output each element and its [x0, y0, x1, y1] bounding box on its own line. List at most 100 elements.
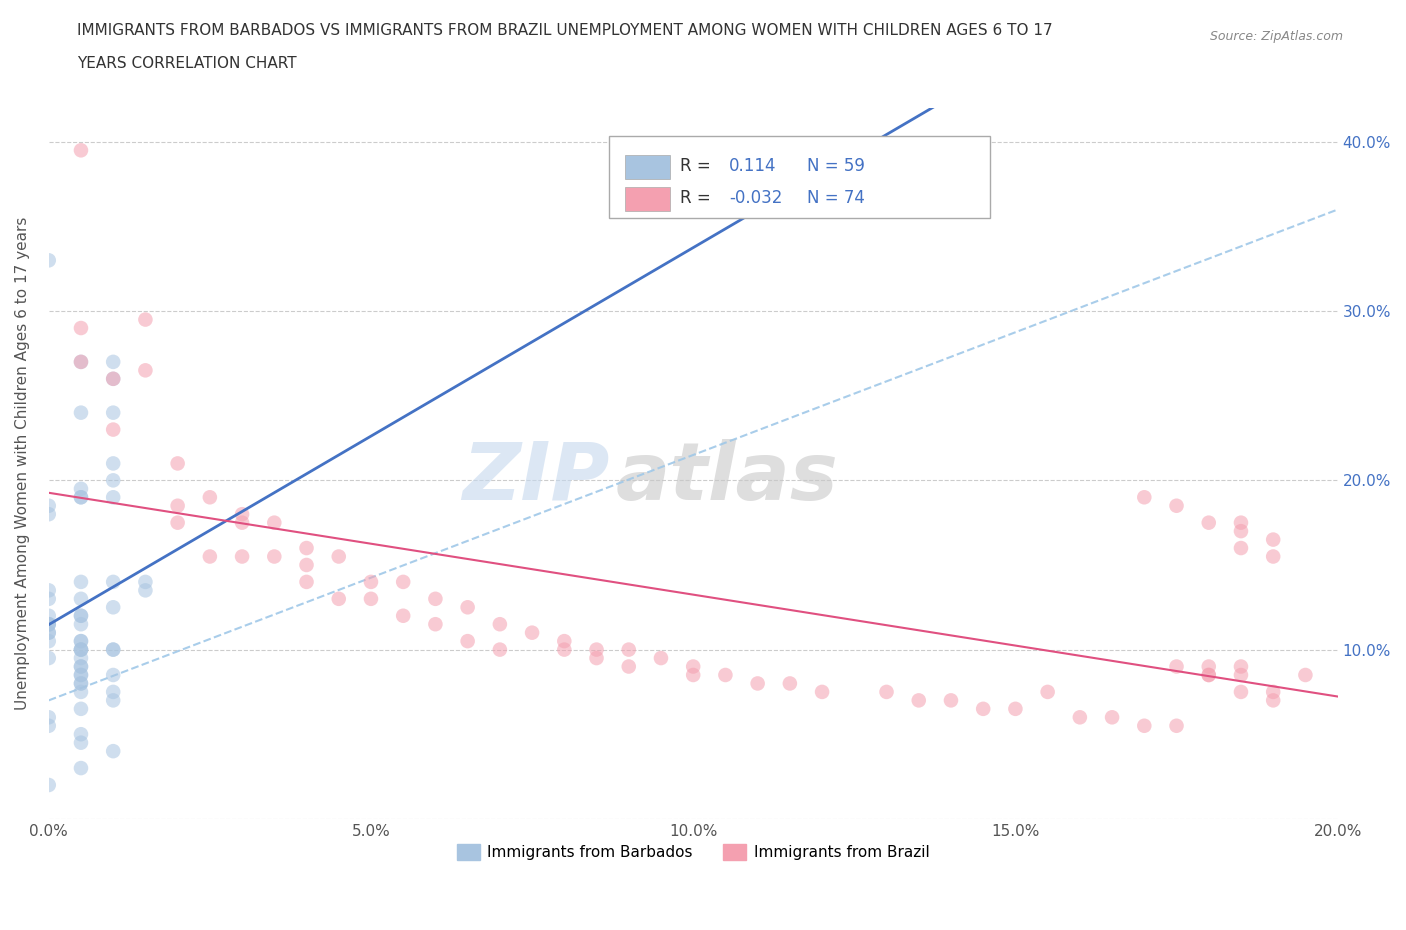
- Point: [520, 625, 543, 640]
- Point: [295, 558, 318, 573]
- Point: [70, 405, 93, 420]
- Point: [70, 575, 93, 590]
- Point: [70, 490, 93, 505]
- Point: [295, 540, 318, 555]
- Point: [166, 498, 188, 513]
- Point: [1294, 668, 1316, 683]
- Point: [1230, 540, 1253, 555]
- Point: [1230, 515, 1253, 530]
- Point: [682, 668, 704, 683]
- Point: [1263, 532, 1285, 547]
- Point: [70, 490, 93, 505]
- Point: [103, 405, 125, 420]
- Point: [1004, 701, 1026, 716]
- Point: [70, 633, 93, 648]
- Point: [553, 642, 575, 657]
- Point: [70, 651, 93, 666]
- Point: [1198, 668, 1220, 683]
- Point: [70, 608, 93, 623]
- Text: Source: ZipAtlas.com: Source: ZipAtlas.com: [1209, 30, 1343, 43]
- Point: [38, 583, 60, 598]
- Text: -0.032: -0.032: [730, 190, 783, 207]
- Point: [70, 668, 93, 683]
- Point: [457, 633, 479, 648]
- Point: [70, 726, 93, 741]
- Point: [70, 642, 93, 657]
- Point: [198, 490, 221, 505]
- Point: [70, 482, 93, 497]
- Point: [70, 591, 93, 606]
- Point: [38, 633, 60, 648]
- Point: [425, 591, 447, 606]
- Point: [1230, 524, 1253, 538]
- Point: [617, 642, 640, 657]
- Point: [38, 253, 60, 268]
- Point: [457, 600, 479, 615]
- Point: [1133, 490, 1156, 505]
- Text: N = 74: N = 74: [807, 190, 865, 207]
- Point: [38, 507, 60, 522]
- Point: [489, 642, 512, 657]
- Point: [1263, 693, 1285, 708]
- Point: [489, 617, 512, 631]
- Point: [103, 642, 125, 657]
- Text: YEARS CORRELATION CHART: YEARS CORRELATION CHART: [77, 56, 297, 71]
- Point: [70, 608, 93, 623]
- Point: [70, 321, 93, 336]
- Point: [714, 668, 737, 683]
- Point: [70, 633, 93, 648]
- Text: ZIP: ZIP: [463, 439, 609, 517]
- Point: [103, 371, 125, 386]
- Point: [1166, 659, 1188, 674]
- Point: [103, 693, 125, 708]
- Point: [360, 575, 382, 590]
- Point: [70, 676, 93, 691]
- Text: R =: R =: [681, 190, 716, 207]
- Point: [38, 718, 60, 733]
- Point: [70, 668, 93, 683]
- Point: [1133, 718, 1156, 733]
- Point: [103, 744, 125, 759]
- Point: [1263, 684, 1285, 699]
- Point: [134, 583, 156, 598]
- Point: [392, 575, 415, 590]
- Text: IMMIGRANTS FROM BARBADOS VS IMMIGRANTS FROM BRAZIL UNEMPLOYMENT AMONG WOMEN WITH: IMMIGRANTS FROM BARBADOS VS IMMIGRANTS F…: [77, 23, 1053, 38]
- Point: [263, 515, 285, 530]
- Point: [585, 651, 607, 666]
- Point: [360, 591, 382, 606]
- Point: [70, 143, 93, 158]
- Point: [328, 549, 350, 564]
- Point: [295, 575, 318, 590]
- Point: [811, 684, 834, 699]
- FancyBboxPatch shape: [624, 187, 671, 211]
- Point: [231, 549, 253, 564]
- Point: [70, 736, 93, 751]
- Point: [682, 659, 704, 674]
- Point: [70, 659, 93, 674]
- Point: [103, 371, 125, 386]
- Point: [70, 676, 93, 691]
- Point: [166, 515, 188, 530]
- Point: [103, 642, 125, 657]
- Point: [1230, 668, 1253, 683]
- Point: [231, 507, 253, 522]
- Point: [38, 710, 60, 724]
- Point: [972, 701, 994, 716]
- Point: [103, 575, 125, 590]
- Point: [103, 456, 125, 471]
- Point: [103, 600, 125, 615]
- Point: [747, 676, 769, 691]
- Point: [1069, 710, 1091, 724]
- Point: [1198, 515, 1220, 530]
- Point: [650, 651, 672, 666]
- Point: [70, 354, 93, 369]
- Point: [425, 617, 447, 631]
- Point: [70, 684, 93, 699]
- Point: [38, 608, 60, 623]
- Point: [1230, 684, 1253, 699]
- Point: [198, 549, 221, 564]
- Point: [38, 625, 60, 640]
- Point: [70, 642, 93, 657]
- Point: [70, 701, 93, 716]
- Point: [134, 312, 156, 327]
